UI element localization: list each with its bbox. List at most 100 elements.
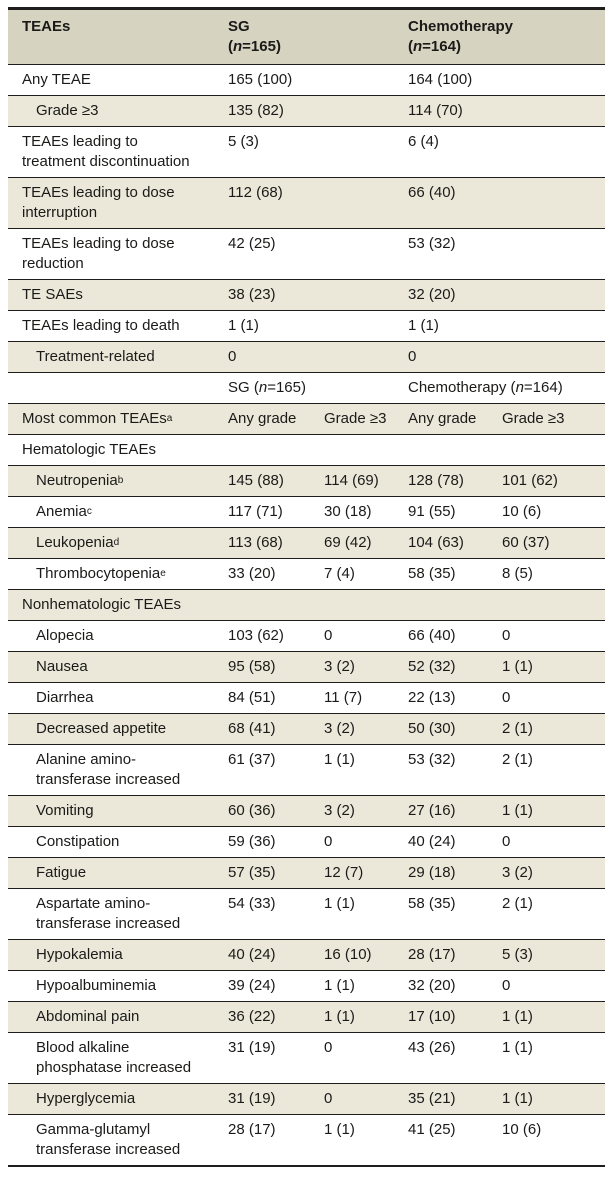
table-row: Diarrhea 84 (51) 11 (7) 22 (13) 0 [8, 682, 605, 714]
section-header-row: Nonhematologic TEAEs [8, 589, 605, 621]
teae-table: TEAEs SG (n=165) Chemotherapy (n=164) Any TEA… [8, 7, 605, 1167]
value-cell-0: 117 (71) [228, 496, 324, 528]
value-cell-1: 114 (69) [324, 465, 408, 497]
table-row: Hyperglycemia 31 (19) 0 35 (21) 1 (1) [8, 1083, 605, 1115]
value-cell-0: 60 (36) [228, 795, 324, 827]
value-cell-2: 17 (10) [408, 1001, 502, 1033]
value-cell-0: 40 (24) [228, 939, 324, 971]
value-cell-1: 69 (42) [324, 527, 408, 559]
row-label: Neutropeniab [8, 465, 228, 497]
value-cell-1: 1 (1) [324, 1114, 408, 1166]
row-label: TEAEs leading to dose interruption [8, 177, 228, 229]
table-row: Thrombocytopeniae 33 (20) 7 (4) 58 (35) 8 (5… [8, 558, 605, 590]
grade-header-col-1: Grade ≥3 [324, 403, 408, 435]
value-cell-chemo: 53 (32) [408, 228, 605, 280]
footnote-marker: c [86, 506, 92, 517]
value-cell-0: 33 (20) [228, 558, 324, 590]
value-cell-3: 0 [502, 682, 605, 714]
header-group-chemo: Chemotherapy (n=164) [408, 8, 605, 65]
table-row: Blood alkaline phosphatase increased 31 (… [8, 1032, 605, 1084]
value-cell-3: 1 (1) [502, 651, 605, 683]
teae-table-container: TEAEs SG (n=165) Chemotherapy (n=164) Any TEA… [8, 7, 605, 1167]
table-row: Constipation 59 (36) 0 40 (24) 0 [8, 826, 605, 858]
row-label: Gamma-glutamyl transferase increased [8, 1114, 228, 1166]
grade-header-col-0: Any grade [228, 403, 324, 435]
table-row: Grade ≥3 135 (82) 114 (70) [8, 95, 605, 127]
value-cell-2: 35 (21) [408, 1083, 502, 1115]
row-label: TEAEs leading to death [8, 310, 228, 342]
table-row: TEAEs leading to dose interruption 112 (6… [8, 177, 605, 229]
row-label: Decreased appetite [8, 713, 228, 745]
section-label: Nonhematologic TEAEs [8, 589, 605, 621]
value-cell-0: 59 (36) [228, 826, 324, 858]
row-label: Aspartate amino- transferase increased [8, 888, 228, 940]
value-cell-sg: 112 (68) [228, 177, 408, 229]
row-label: TEAEs leading to dose reduction [8, 228, 228, 280]
value-cell-2: 66 (40) [408, 620, 502, 652]
row-label: Hypoalbuminemia [8, 970, 228, 1002]
row-label: Grade ≥3 [8, 95, 228, 127]
value-cell-0: 31 (19) [228, 1032, 324, 1084]
value-cell-chemo: 114 (70) [408, 95, 605, 127]
value-cell-1: 0 [324, 826, 408, 858]
table-row: Anemiac 117 (71) 30 (18) 91 (55) 10 (6) [8, 496, 605, 528]
row-label: Leukopeniad [8, 527, 228, 559]
italic-n: n [258, 379, 268, 396]
footnote-marker: d [113, 537, 120, 548]
value-cell-chemo: 1 (1) [408, 310, 605, 342]
footnote-marker: a [166, 413, 173, 424]
value-cell-1: 1 (1) [324, 1001, 408, 1033]
value-cell-3: 10 (6) [502, 496, 605, 528]
value-cell-1: 0 [324, 620, 408, 652]
value-cell-0: 36 (22) [228, 1001, 324, 1033]
italic-n: n [233, 38, 243, 55]
header-group-sg: SG (n=165) [228, 8, 408, 65]
value-cell-3: 2 (1) [502, 888, 605, 940]
value-cell-1: 12 (7) [324, 857, 408, 889]
grade-header-col-2: Any grade [408, 403, 502, 435]
value-cell-2: 28 (17) [408, 939, 502, 971]
value-cell-1: 3 (2) [324, 795, 408, 827]
value-cell-2: 22 (13) [408, 682, 502, 714]
row-label: Hypokalemia [8, 939, 228, 971]
footnote-marker: b [117, 475, 124, 486]
table-row: Decreased appetite 68 (41) 3 (2) 50 (30) 2 (… [8, 713, 605, 745]
footnote-marker: e [160, 568, 166, 579]
table-row: TEAEs leading to death 1 (1) 1 (1) [8, 310, 605, 342]
value-cell-2: 53 (32) [408, 744, 502, 796]
value-cell-2: 104 (63) [408, 527, 502, 559]
table-row: Vomiting 60 (36) 3 (2) 27 (16) 1 (1) [8, 795, 605, 827]
value-cell-3: 2 (1) [502, 744, 605, 796]
subheader-empty-cell [8, 372, 228, 404]
value-cell-0: 28 (17) [228, 1114, 324, 1166]
table-row: TEAEs leading to dose reduction 42 (25) 53… [8, 228, 605, 280]
table-row: Aspartate amino- transferase increased 54… [8, 888, 605, 940]
table-row: Hypoalbuminemia 39 (24) 1 (1) 32 (20) 0 [8, 970, 605, 1002]
row-label: Diarrhea [8, 682, 228, 714]
value-cell-0: 95 (58) [228, 651, 324, 683]
value-cell-2: 43 (26) [408, 1032, 502, 1084]
row-label: Anemiac [8, 496, 228, 528]
teae-table-body: TEAEs SG (n=165) Chemotherapy (n=164) Any TEA… [8, 8, 605, 1166]
value-cell-2: 52 (32) [408, 651, 502, 683]
value-cell-3: 1 (1) [502, 1083, 605, 1115]
value-cell-chemo: 66 (40) [408, 177, 605, 229]
value-cell-0: 61 (37) [228, 744, 324, 796]
value-cell-3: 60 (37) [502, 527, 605, 559]
value-cell-2: 29 (18) [408, 857, 502, 889]
row-label: Alopecia [8, 620, 228, 652]
value-cell-1: 16 (10) [324, 939, 408, 971]
value-cell-0: 145 (88) [228, 465, 324, 497]
italic-n: n [515, 379, 524, 396]
value-cell-sg: 42 (25) [228, 228, 408, 280]
value-cell-0: 103 (62) [228, 620, 324, 652]
table-row: Neutropeniab 145 (88) 114 (69) 128 (78) 101 … [8, 465, 605, 497]
value-cell-1: 3 (2) [324, 713, 408, 745]
section-header-row: Hematologic TEAEs [8, 434, 605, 466]
value-cell-chemo: 0 [408, 341, 605, 373]
table-row: Treatment-related 0 0 [8, 341, 605, 373]
grade-header-row: Most common TEAEsa Any grade Grade ≥3 Any g… [8, 403, 605, 435]
table-row: Leukopeniad 113 (68) 69 (42) 104 (63) 60 (37… [8, 527, 605, 559]
value-cell-sg: 0 [228, 341, 408, 373]
row-label: Any TEAE [8, 64, 228, 96]
